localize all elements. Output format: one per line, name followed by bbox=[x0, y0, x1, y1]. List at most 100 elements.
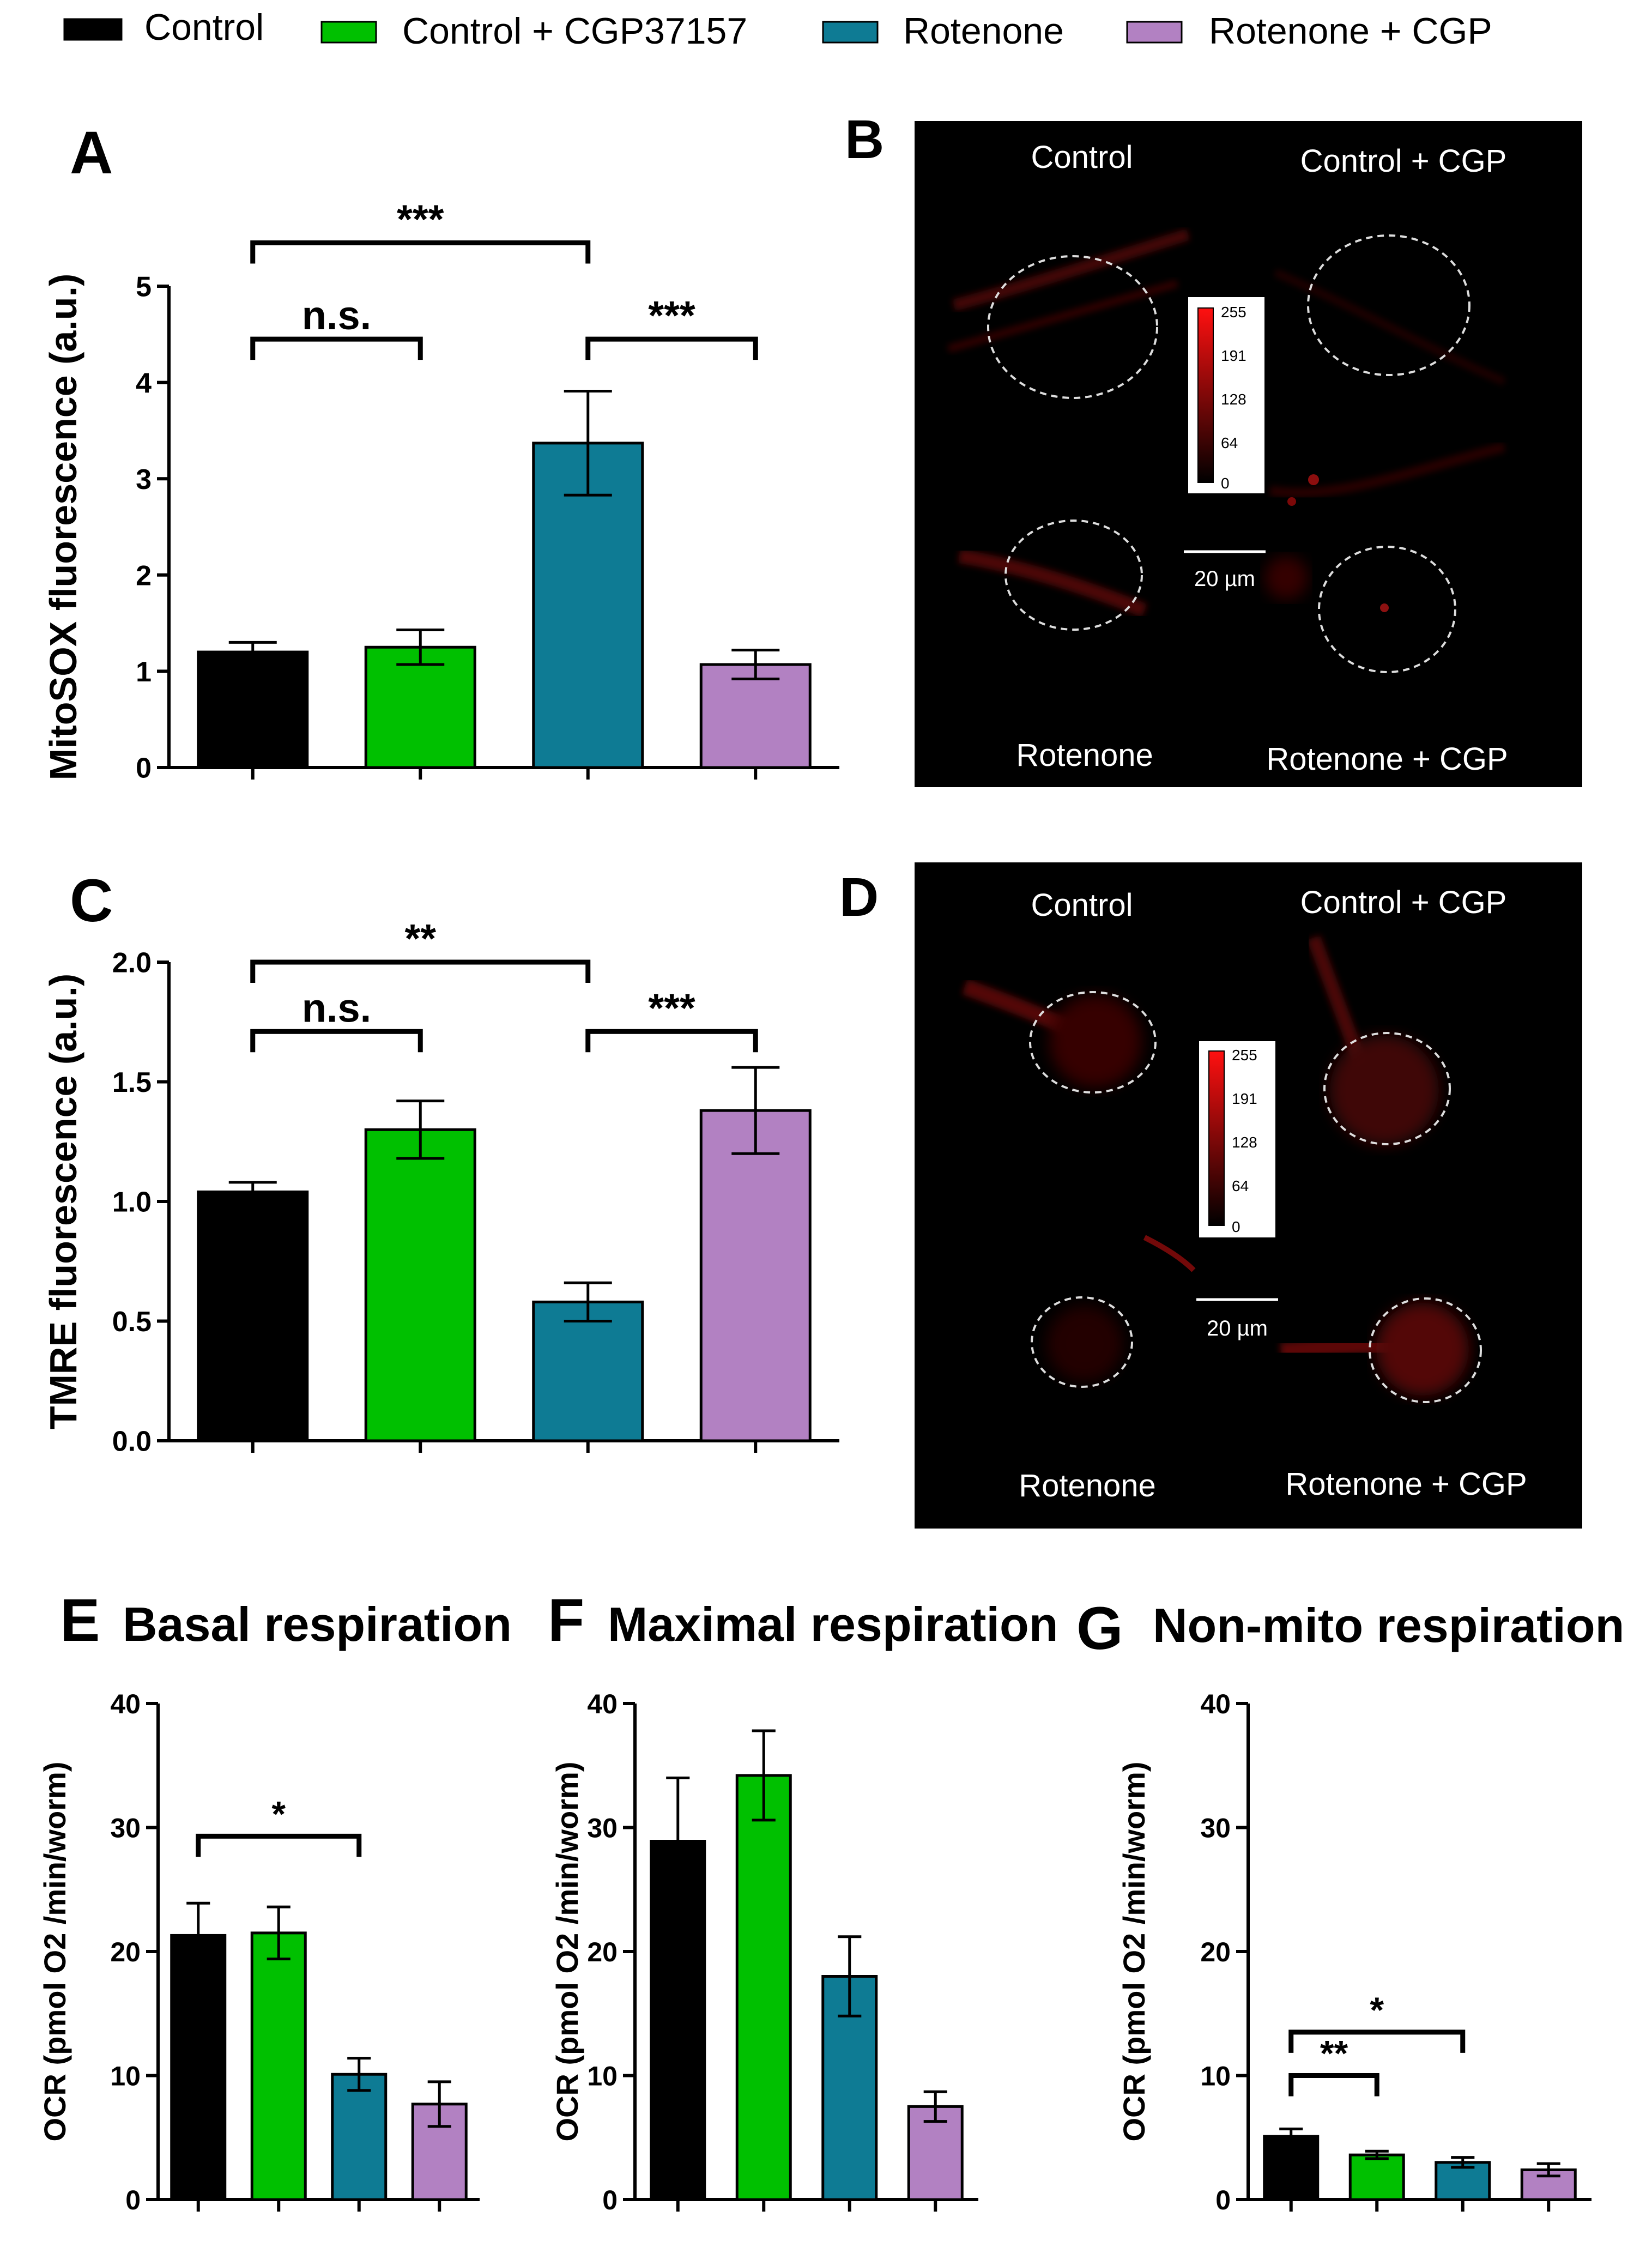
y-tick-label: 40 bbox=[1200, 1689, 1231, 1719]
panel-b-label-rotenone: Rotenone bbox=[1016, 738, 1153, 773]
bar-3 bbox=[331, 2073, 388, 2201]
significance-label: *** bbox=[648, 293, 695, 338]
panel-letter-b: B bbox=[845, 109, 884, 170]
bar-4 bbox=[699, 1109, 812, 1442]
y-tick-label: 20 bbox=[587, 1937, 618, 1967]
microscopy-panel-d: Control Control + CGP Rotenone Rotenone … bbox=[915, 862, 1582, 1529]
panel-d-worm-texture bbox=[961, 935, 1469, 1396]
y-tick-label: 0 bbox=[136, 753, 152, 784]
y-tick-label: 2 bbox=[136, 560, 152, 592]
colorbar-tick: 128 bbox=[1221, 391, 1246, 408]
bar-2 bbox=[735, 1774, 792, 2201]
panel-b-outline-control bbox=[987, 255, 1158, 399]
bar-3 bbox=[532, 1300, 644, 1442]
bar-4 bbox=[699, 663, 812, 769]
panel-letter-g: G bbox=[1076, 1595, 1123, 1662]
legend-swatch-rotenone-cgp bbox=[1126, 21, 1183, 44]
y-tick-label: 3 bbox=[136, 464, 152, 496]
significance-label: *** bbox=[648, 985, 695, 1030]
colorbar-tick: 64 bbox=[1232, 1177, 1249, 1194]
colorbar-tick: 64 bbox=[1221, 434, 1238, 451]
significance-bracket bbox=[250, 959, 591, 983]
colorbar-tick: 191 bbox=[1232, 1090, 1257, 1107]
significance-label: * bbox=[271, 1793, 286, 1834]
colorbar-tick: 0 bbox=[1221, 475, 1230, 492]
y-tick-label: 10 bbox=[1200, 2061, 1231, 2092]
y-tick-label: 4 bbox=[136, 367, 152, 399]
y-tick-label: 10 bbox=[110, 2061, 141, 2092]
panel-b-label-rotenone-cgp: Rotenone + CGP bbox=[1266, 741, 1508, 777]
panel-letter-a: A bbox=[70, 119, 113, 186]
significance-bracket bbox=[585, 336, 758, 360]
y-axis-label: MitoSOX fluorescence (a.u.) bbox=[42, 274, 84, 781]
significance-label: ** bbox=[404, 916, 436, 961]
panel-d-label-control: Control bbox=[1031, 887, 1133, 923]
legend-swatch-control bbox=[63, 18, 123, 41]
y-tick-label: 0 bbox=[125, 2185, 141, 2215]
y-tick-label: 40 bbox=[587, 1689, 618, 1719]
panel-b-colorbar: 255 191 128 64 0 bbox=[1188, 297, 1264, 493]
significance-bracket bbox=[1288, 2073, 1379, 2097]
panel-d-outline-rotenone bbox=[1031, 1296, 1133, 1388]
y-tick-label: 5 bbox=[136, 271, 152, 303]
legend-label-rotenone: Rotenone bbox=[903, 10, 1064, 52]
y-tick-label: 20 bbox=[1200, 1937, 1231, 1967]
bar-1 bbox=[197, 650, 309, 769]
legend-label-control-cgp: Control + CGP37157 bbox=[402, 10, 747, 52]
y-tick-label: 10 bbox=[587, 2061, 618, 2092]
significance-bracket bbox=[250, 336, 423, 360]
panel-b-scale-label: 20 µm bbox=[1194, 567, 1255, 591]
panel-letter-c: C bbox=[70, 867, 113, 934]
panel-b-label-control: Control bbox=[1031, 140, 1133, 175]
y-tick-label: 40 bbox=[110, 1689, 141, 1719]
bar-2 bbox=[250, 1931, 307, 2201]
y-axis-label: OCR (pmol O2 /min/worm) bbox=[550, 1762, 584, 2142]
chart-panel-c: 0.0 0.5 1.0 1.5 2.0 TMRE fluorescence (a.u.) *… bbox=[42, 916, 839, 1458]
panel-f-title: Maximal respiration bbox=[608, 1597, 1058, 1651]
y-tick-label: 0.0 bbox=[112, 1426, 152, 1458]
bar-1 bbox=[197, 1190, 309, 1442]
significance-label: *** bbox=[397, 197, 444, 242]
y-tick-label: 20 bbox=[110, 1937, 141, 1967]
y-tick-label: 0 bbox=[602, 2185, 618, 2215]
bar-1 bbox=[1263, 2135, 1320, 2201]
panel-d-label-rotenone-cgp: Rotenone + CGP bbox=[1285, 1466, 1527, 1502]
panel-b-outline-control-cgp bbox=[1307, 234, 1471, 376]
microscopy-panel-b: Control Control + CGP Rotenone Rotenone … bbox=[915, 121, 1582, 787]
y-tick-label: 30 bbox=[110, 1813, 141, 1844]
panel-d-scale-label: 20 µm bbox=[1207, 1316, 1268, 1340]
y-tick-label: 1.0 bbox=[112, 1187, 152, 1218]
panel-d-outline-control-cgp bbox=[1323, 1032, 1451, 1145]
colorbar-tick: 0 bbox=[1232, 1218, 1240, 1235]
chart-panel-f: 0 10 20 30 40 OCR (pmol O2 /min/worm) bbox=[550, 1689, 978, 2215]
colorbar-tick: 255 bbox=[1221, 304, 1246, 321]
panel-d-outline-control bbox=[1029, 991, 1157, 1094]
significance-label: ** bbox=[1320, 2033, 1348, 2074]
significance-bracket bbox=[585, 1029, 758, 1053]
y-tick-label: 2.0 bbox=[112, 947, 152, 979]
colorbar-tick: 128 bbox=[1232, 1134, 1257, 1151]
significance-bracket bbox=[250, 1029, 423, 1053]
significance-label: n.s. bbox=[302, 985, 371, 1030]
y-tick-label: 0.5 bbox=[112, 1306, 152, 1338]
legend-label-control: Control bbox=[144, 7, 264, 48]
panel-b-outline-rotenone bbox=[1004, 520, 1143, 631]
y-tick-label: 0 bbox=[1215, 2185, 1231, 2215]
panel-d-label-rotenone: Rotenone bbox=[1019, 1468, 1156, 1503]
significance-label: * bbox=[1370, 1990, 1384, 2030]
y-axis-label: TMRE fluorescence (a.u.) bbox=[42, 974, 84, 1429]
y-tick-label: 30 bbox=[1200, 1813, 1231, 1844]
y-axis-label: OCR (pmol O2 /min/worm) bbox=[38, 1762, 72, 2142]
chart-panel-a: 0 1 2 3 4 5 MitoSOX fluorescence (a.u.) *** n.s.… bbox=[42, 197, 839, 784]
significance-label: n.s. bbox=[302, 293, 371, 338]
y-tick-label: 30 bbox=[587, 1813, 618, 1844]
panel-d-colorbar: 255 191 128 64 0 bbox=[1199, 1041, 1275, 1237]
bar-1 bbox=[170, 1934, 227, 2201]
panel-letter-f: F bbox=[548, 1587, 584, 1654]
panel-letter-d: D bbox=[839, 867, 879, 928]
panel-letter-e: E bbox=[60, 1587, 100, 1654]
bar-2 bbox=[364, 1128, 476, 1442]
legend: Control Control + CGP37157 Rotenone Rote… bbox=[63, 7, 1492, 52]
